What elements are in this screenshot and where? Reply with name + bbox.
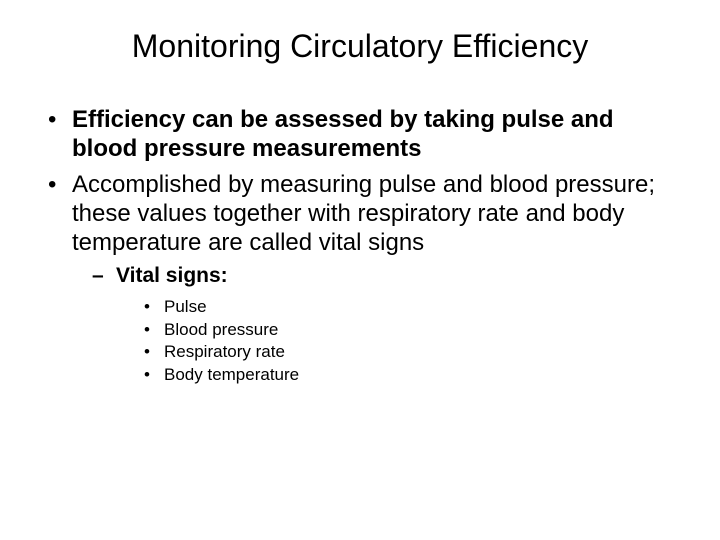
bullet-text: Efficiency can be assessed by taking pul… <box>72 106 614 162</box>
bullet-list-level3: Pulse Blood pressure Respiratory rate Bo… <box>144 296 680 388</box>
slide-title: Monitoring Circulatory Efficiency <box>40 28 680 65</box>
bullet-item: Accomplished by measuring pulse and bloo… <box>44 170 680 388</box>
sub-bullet-item: Vital signs: Pulse Blood pressure Respir… <box>92 263 680 387</box>
bullet-list-level2: Vital signs: Pulse Blood pressure Respir… <box>92 263 680 387</box>
bullet-list-level1: Efficiency can be assessed by taking pul… <box>44 105 680 387</box>
bullet-item: Efficiency can be assessed by taking pul… <box>44 105 680 164</box>
bullet-text: Accomplished by measuring pulse and bloo… <box>72 171 655 257</box>
subsub-bullet-item: Body temperature <box>144 364 680 387</box>
subsub-bullet-item: Respiratory rate <box>144 341 680 364</box>
subsub-bullet-item: Blood pressure <box>144 319 680 342</box>
subsub-bullet-item: Pulse <box>144 296 680 319</box>
slide: Monitoring Circulatory Efficiency Effici… <box>0 0 720 540</box>
sub-bullet-text: Vital signs: <box>116 264 228 287</box>
